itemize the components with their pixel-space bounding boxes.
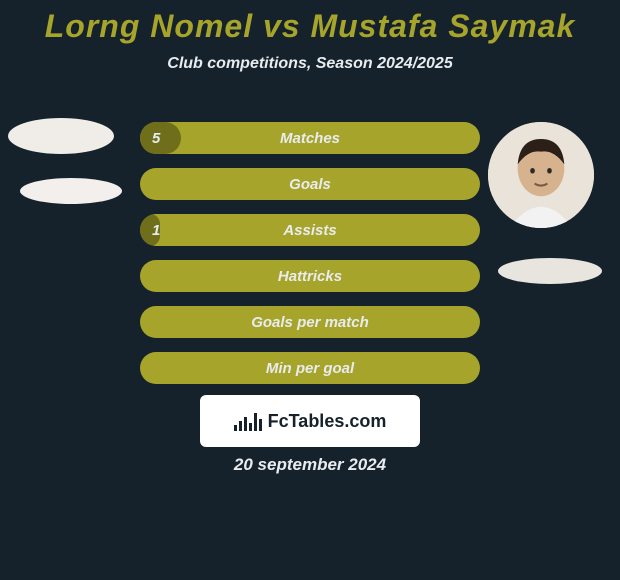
stat-bar-label: Hattricks bbox=[140, 260, 480, 292]
player-left-tag bbox=[20, 178, 122, 204]
stat-bar: 1Assists bbox=[140, 214, 480, 246]
page-title: Lorng Nomel vs Mustafa Saymak bbox=[0, 0, 620, 45]
logo-bars-icon bbox=[234, 411, 262, 431]
subtitle: Club competitions, Season 2024/2025 bbox=[0, 55, 620, 73]
stat-bar-label: Assists bbox=[140, 214, 480, 246]
player-right-avatar bbox=[488, 122, 594, 228]
date-label: 20 september 2024 bbox=[0, 455, 620, 475]
stat-bar-label: Min per goal bbox=[140, 352, 480, 384]
stat-bar-label: Goals per match bbox=[140, 306, 480, 338]
player-left-avatar bbox=[8, 118, 114, 154]
logo-text: FcTables.com bbox=[268, 411, 387, 432]
stat-bar: Goals per match bbox=[140, 306, 480, 338]
stat-bar-label: Matches bbox=[140, 122, 480, 154]
comparison-bar-chart: 5Matches Goals 1Assists Hattricks Goals per … bbox=[140, 122, 480, 398]
stat-bar-label: Goals bbox=[140, 168, 480, 200]
stat-bar: Min per goal bbox=[140, 352, 480, 384]
player-right-tag bbox=[498, 258, 602, 284]
fctables-logo: FcTables.com bbox=[200, 395, 420, 447]
stat-bar: 5Matches bbox=[140, 122, 480, 154]
stat-bar: Hattricks bbox=[140, 260, 480, 292]
stat-bar: Goals bbox=[140, 168, 480, 200]
